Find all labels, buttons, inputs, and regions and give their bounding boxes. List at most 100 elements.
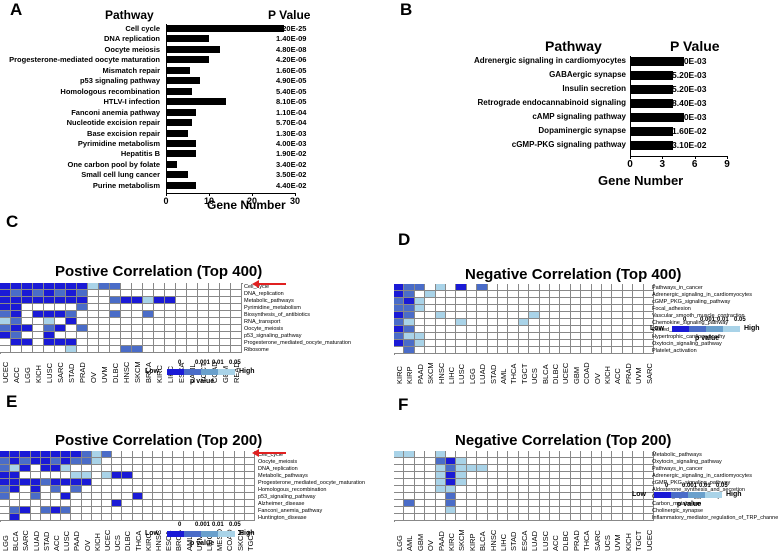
heatD-cell — [539, 291, 550, 298]
heatF-cell — [466, 514, 478, 521]
heatD-cell — [581, 298, 592, 305]
heatF-cancer-label: KICH — [623, 533, 633, 551]
heatE-cell — [132, 465, 143, 472]
panel-a-bar — [166, 150, 197, 158]
heatF-cell — [539, 465, 550, 472]
heatD-cell — [643, 319, 654, 326]
heatE-cell — [142, 465, 153, 472]
heatE-cell — [10, 514, 21, 521]
heatE-cell — [132, 500, 143, 507]
heatE-cell — [40, 514, 51, 521]
heatC-cell — [77, 318, 88, 325]
panel-b-tick-mark — [727, 156, 728, 159]
panel-a-row-pvalue: 1.30E-03 — [276, 128, 307, 138]
heatF-legend-swatch — [654, 492, 671, 498]
heatF-cell — [602, 451, 613, 458]
heatD-cell — [633, 312, 644, 319]
heatC-cell — [44, 346, 55, 353]
heatF-cell — [487, 486, 498, 493]
heatF-cell — [404, 458, 415, 465]
panel-a-bar — [166, 139, 197, 147]
heatC-cell — [154, 304, 165, 311]
heatF-cell — [643, 507, 654, 514]
heatF-cell — [414, 507, 426, 514]
heatE-cell — [91, 507, 102, 514]
heatD-cell — [456, 298, 467, 305]
heatD-cell — [404, 347, 415, 354]
heatE-cell — [132, 458, 143, 465]
heatE-cell — [193, 486, 204, 493]
heatE-cell — [71, 458, 82, 465]
heatD-cell — [466, 312, 478, 319]
heatF-cell — [394, 465, 405, 472]
heatE-cell — [30, 486, 41, 493]
heatD-cell — [633, 333, 644, 340]
heatE-cell — [163, 514, 174, 521]
panel-a-xlabel: Gene Number — [207, 198, 286, 212]
heatC-cell — [22, 283, 33, 290]
panel-a-tick-mark — [166, 193, 167, 197]
heatF-cancer-label: LUAD — [530, 530, 540, 551]
heatF-cell — [602, 493, 613, 500]
heatC-cell — [132, 283, 143, 290]
heatE-cell — [244, 507, 255, 514]
heatE-cell — [61, 479, 72, 486]
heatD-cell — [581, 284, 592, 291]
heatF-cell — [487, 514, 498, 521]
heatF-cell — [622, 451, 634, 458]
panel-b-bar — [630, 127, 674, 136]
heatF-cell — [446, 500, 457, 507]
heatF-cell — [591, 451, 602, 458]
heatF-cell — [529, 479, 540, 486]
heatD-cell — [633, 305, 644, 312]
heatF-cell — [425, 507, 436, 514]
heatF-cell — [477, 493, 488, 500]
heatF-cell — [404, 500, 415, 507]
heatE-cancer-label: BLCA — [11, 531, 21, 551]
heatF-cell — [435, 486, 446, 493]
heatE-cancer-label: STAD — [41, 531, 51, 551]
heatD-cell — [518, 298, 530, 305]
heatE-cell — [183, 451, 194, 458]
heatC-cell — [220, 297, 231, 304]
heatF-cell — [477, 472, 488, 479]
heatF-cancer-label: AML — [405, 535, 415, 551]
heatE-cell — [153, 465, 164, 472]
heatC-cell — [187, 318, 198, 325]
heatF-cell — [570, 472, 582, 479]
heatE-cell — [40, 451, 51, 458]
heatC-cell — [176, 332, 187, 339]
heatF-cell — [456, 507, 467, 514]
heatC-cell — [0, 283, 11, 290]
heatE-cell — [0, 458, 11, 465]
heatE-cell — [40, 479, 51, 486]
heatF-cell — [550, 493, 561, 500]
heatF-legend-tick: 0 — [665, 483, 669, 489]
heatE-cell — [132, 451, 143, 458]
heatE-cell — [224, 486, 235, 493]
heatE-cell — [234, 479, 245, 486]
heatC-pathway-label: Progesterone_mediated_oocyte_maturation — [244, 339, 352, 346]
heatD-cell — [591, 347, 602, 354]
heatD-cell — [570, 347, 582, 354]
heatF-cancer-label: DLBC — [561, 530, 571, 551]
heatC-cell — [220, 318, 231, 325]
heatC-cell — [165, 290, 176, 297]
panel-b-bar — [630, 57, 684, 66]
heatC-legend-low: Low — [145, 368, 159, 375]
heatF-cell — [643, 514, 654, 521]
heatC-cell — [154, 325, 165, 332]
heatF-cell — [612, 507, 623, 514]
heatF-cell — [466, 486, 478, 493]
heatD-cell — [570, 312, 582, 319]
heatC-cell — [176, 339, 187, 346]
heatD-cell — [477, 340, 488, 347]
heatF-cell — [404, 451, 415, 458]
heatD-cell — [425, 284, 436, 291]
heatD-cell — [602, 312, 613, 319]
heatC-cell — [154, 283, 165, 290]
heatF-legend-high: High — [726, 491, 742, 498]
heatC-cell — [33, 311, 44, 318]
heatC-cell — [165, 339, 176, 346]
heatF-cell — [612, 486, 623, 493]
